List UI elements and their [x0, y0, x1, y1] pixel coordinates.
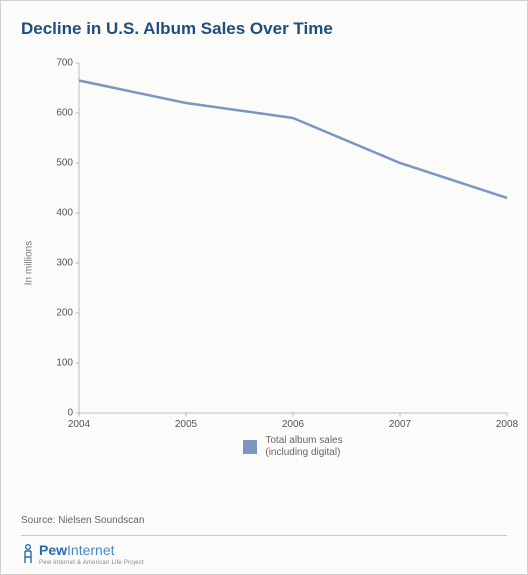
brand-pew: Pew — [39, 542, 67, 558]
y-axis-label: In millions — [24, 241, 35, 285]
legend-line-1: Total album sales — [265, 435, 342, 446]
x-tick-label: 2004 — [68, 413, 90, 430]
chart-title: Decline in U.S. Album Sales Over Time — [21, 19, 507, 39]
legend-swatch — [243, 440, 257, 454]
legend-line-2: (including digital) — [265, 447, 340, 458]
y-tick-label: 500 — [56, 158, 79, 169]
chart-area: In millions Total album sales (including… — [45, 63, 507, 463]
y-tick-label: 200 — [56, 308, 79, 319]
x-tick-label: 2008 — [496, 413, 518, 430]
x-tick-label: 2007 — [389, 413, 411, 430]
line-chart-svg — [79, 63, 507, 413]
person-icon — [21, 543, 35, 565]
brand-subtitle: Pew Internet & American Life Project — [39, 560, 144, 566]
y-tick-label: 300 — [56, 258, 79, 269]
plot-stage: Total album sales (including digital) 01… — [79, 63, 507, 413]
y-tick-label: 400 — [56, 208, 79, 219]
footer: PewInternet Pew Internet & American Life… — [21, 535, 507, 566]
chart-legend: Total album sales (including digital) — [79, 435, 507, 459]
y-tick-label: 600 — [56, 108, 79, 119]
legend-text: Total album sales (including digital) — [265, 435, 342, 459]
x-tick-label: 2005 — [175, 413, 197, 430]
brand-text: PewInternet Pew Internet & American Life… — [39, 542, 144, 566]
brand-logo: PewInternet Pew Internet & American Life… — [21, 542, 144, 566]
chart-card: Decline in U.S. Album Sales Over Time In… — [0, 0, 528, 575]
y-tick-label: 700 — [56, 58, 79, 69]
y-tick-label: 100 — [56, 358, 79, 369]
brand-internet: Internet — [67, 542, 114, 558]
x-tick-label: 2006 — [282, 413, 304, 430]
source-text: Source: Nielsen Soundscan — [21, 515, 144, 526]
